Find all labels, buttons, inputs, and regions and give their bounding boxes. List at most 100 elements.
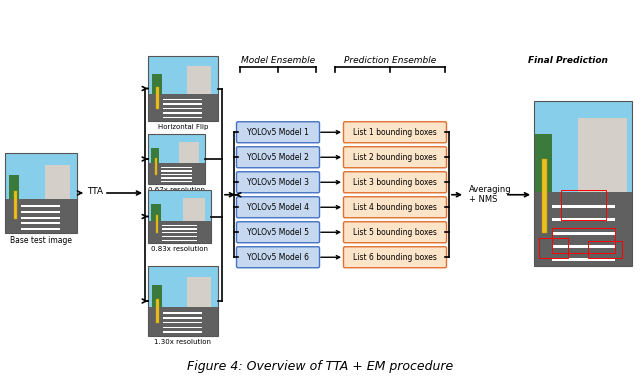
Text: YOLOv5 Model 2: YOLOv5 Model 2: [247, 153, 309, 162]
Bar: [161, 167, 192, 168]
Bar: [162, 229, 196, 230]
Bar: [45, 165, 70, 209]
Text: Base test image: Base test image: [10, 236, 72, 245]
FancyBboxPatch shape: [237, 222, 319, 243]
Bar: [161, 181, 192, 182]
Bar: [148, 307, 218, 336]
Bar: [151, 204, 161, 223]
Bar: [13, 190, 17, 219]
Bar: [21, 217, 60, 219]
Bar: [163, 317, 202, 319]
Text: Figure 4: Overview of TTA + EM procedure: Figure 4: Overview of TTA + EM procedure: [187, 360, 453, 373]
Bar: [163, 99, 202, 100]
Bar: [8, 174, 19, 203]
Text: 1.30x resolution: 1.30x resolution: [154, 339, 211, 345]
Bar: [155, 157, 157, 175]
Bar: [163, 331, 202, 333]
Bar: [163, 108, 202, 109]
Bar: [163, 327, 202, 328]
FancyBboxPatch shape: [344, 197, 447, 218]
Bar: [163, 103, 202, 105]
Text: Prediction Ensemble: Prediction Ensemble: [344, 56, 436, 65]
Bar: [21, 211, 60, 213]
Bar: [534, 101, 632, 192]
Text: Final Prediction: Final Prediction: [528, 56, 608, 65]
FancyBboxPatch shape: [344, 222, 447, 243]
Bar: [162, 225, 196, 226]
Bar: [179, 141, 199, 169]
FancyBboxPatch shape: [237, 147, 319, 168]
Bar: [552, 228, 615, 253]
Bar: [148, 134, 205, 163]
Bar: [534, 101, 632, 266]
Bar: [163, 112, 202, 114]
Text: YOLOv5 Model 5: YOLOv5 Model 5: [247, 228, 309, 237]
Text: YOLOv5 Model 4: YOLOv5 Model 4: [247, 203, 309, 212]
Bar: [186, 277, 211, 315]
Text: YOLOv5 Model 1: YOLOv5 Model 1: [247, 128, 309, 137]
Bar: [552, 245, 615, 248]
Bar: [148, 56, 218, 121]
Bar: [148, 190, 211, 221]
Text: 0.67x resolution: 0.67x resolution: [148, 187, 205, 193]
Bar: [552, 205, 615, 208]
Bar: [552, 218, 615, 221]
Bar: [5, 153, 77, 233]
Text: List 3 bounding boxes: List 3 bounding boxes: [353, 178, 437, 187]
Bar: [21, 228, 60, 230]
Bar: [151, 147, 159, 165]
Bar: [534, 192, 632, 266]
Bar: [542, 159, 547, 233]
Bar: [539, 238, 568, 258]
Text: YOLOv5 Model 3: YOLOv5 Model 3: [247, 178, 309, 187]
FancyBboxPatch shape: [237, 247, 319, 268]
Bar: [163, 117, 202, 118]
FancyBboxPatch shape: [237, 122, 319, 143]
Bar: [163, 312, 202, 314]
Bar: [162, 232, 196, 234]
Text: Model Ensemble: Model Ensemble: [241, 56, 315, 65]
Text: List 5 bounding boxes: List 5 bounding boxes: [353, 228, 437, 237]
Text: List 2 bounding boxes: List 2 bounding boxes: [353, 153, 437, 162]
Bar: [186, 66, 211, 101]
Text: TTA: TTA: [87, 187, 103, 195]
Bar: [588, 241, 622, 258]
Bar: [182, 198, 205, 227]
Bar: [5, 153, 77, 199]
Text: List 6 bounding boxes: List 6 bounding boxes: [353, 253, 437, 262]
Bar: [148, 190, 211, 243]
Bar: [534, 134, 552, 208]
Bar: [152, 74, 162, 96]
FancyBboxPatch shape: [344, 172, 447, 193]
Bar: [148, 266, 218, 307]
Bar: [148, 163, 205, 184]
Bar: [561, 190, 605, 220]
Text: Horizontal Flip: Horizontal Flip: [158, 124, 208, 130]
Bar: [148, 266, 218, 336]
Bar: [148, 221, 211, 243]
Bar: [552, 258, 615, 261]
FancyBboxPatch shape: [344, 122, 447, 143]
Bar: [552, 232, 615, 235]
Text: YOLOv5 Model 6: YOLOv5 Model 6: [247, 253, 309, 262]
Text: List 4 bounding boxes: List 4 bounding boxes: [353, 203, 437, 212]
Text: List 1 bounding boxes: List 1 bounding boxes: [353, 128, 437, 137]
Bar: [148, 134, 205, 184]
Bar: [156, 299, 159, 323]
Bar: [161, 170, 192, 171]
Bar: [162, 240, 196, 241]
Bar: [5, 199, 77, 233]
Bar: [578, 117, 627, 216]
Bar: [162, 236, 196, 237]
Text: 0.83x resolution: 0.83x resolution: [151, 246, 208, 252]
Bar: [152, 285, 162, 309]
Bar: [156, 86, 159, 109]
Bar: [148, 94, 218, 121]
FancyBboxPatch shape: [237, 172, 319, 193]
Bar: [156, 215, 158, 234]
Bar: [21, 222, 60, 224]
FancyBboxPatch shape: [344, 247, 447, 268]
Bar: [161, 177, 192, 179]
Bar: [21, 205, 60, 207]
Bar: [161, 174, 192, 175]
